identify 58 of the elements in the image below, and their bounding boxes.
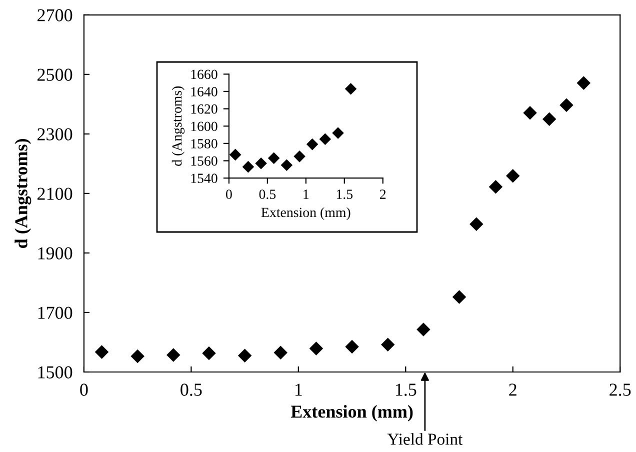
x-tick-label: 0.5 bbox=[259, 190, 276, 200]
point bbox=[130, 350, 144, 363]
point bbox=[281, 159, 292, 171]
point bbox=[268, 152, 280, 164]
point bbox=[452, 290, 466, 304]
point bbox=[381, 338, 394, 352]
point bbox=[332, 127, 344, 139]
y-tick-label: 1580 bbox=[191, 139, 218, 148]
point bbox=[202, 346, 216, 360]
x-tick-label: 1.5 bbox=[336, 190, 353, 200]
y-tick-label: 1600 bbox=[191, 122, 218, 132]
y-axis-title: d (Angstroms) bbox=[14, 138, 32, 248]
point bbox=[416, 322, 430, 336]
point bbox=[523, 106, 537, 120]
y-tick-label: 2100 bbox=[38, 188, 72, 200]
point bbox=[320, 133, 331, 145]
point bbox=[166, 348, 180, 362]
x-tick-label: 1 bbox=[304, 190, 309, 199]
y-tick-label: 1560 bbox=[191, 156, 218, 166]
y-tick-label: 1900 bbox=[38, 247, 72, 260]
point bbox=[95, 345, 108, 359]
y-tick-label: 1540 bbox=[191, 174, 218, 184]
y-tick-label: 1700 bbox=[38, 306, 72, 319]
y-tick-label: 1660 bbox=[191, 70, 218, 80]
y-tick-label: 1640 bbox=[191, 87, 218, 96]
point bbox=[506, 169, 520, 182]
text: Yield Point bbox=[387, 433, 463, 445]
point bbox=[230, 149, 241, 160]
x-tick-label: 1.5 bbox=[396, 384, 416, 396]
point bbox=[294, 150, 306, 162]
x-axis-title: Extension (mm) bbox=[261, 207, 350, 220]
point bbox=[470, 218, 483, 231]
point bbox=[255, 158, 267, 169]
point bbox=[274, 346, 288, 360]
y-axis-title: d (Angstroms) bbox=[172, 86, 185, 166]
x-tick-label: 1 bbox=[295, 384, 302, 396]
point bbox=[345, 83, 356, 94]
y-tick-label: 2500 bbox=[38, 68, 72, 81]
point bbox=[242, 161, 254, 172]
x-tick-label: 2.5 bbox=[610, 384, 631, 396]
x-axis-title: Extension (mm) bbox=[290, 405, 413, 422]
point bbox=[345, 340, 359, 354]
y-tick-label: 2300 bbox=[38, 128, 72, 140]
x-tick-label: 0 bbox=[80, 384, 88, 396]
y-tick-label: 1620 bbox=[191, 104, 218, 114]
point bbox=[489, 180, 502, 194]
point bbox=[542, 112, 556, 126]
x-tick-label: 2 bbox=[509, 384, 516, 396]
point bbox=[577, 76, 590, 90]
y-tick-label: 1500 bbox=[38, 366, 72, 378]
y-tick-label: 2700 bbox=[38, 9, 72, 22]
x-tick-label: 0 bbox=[226, 190, 232, 199]
point bbox=[306, 138, 318, 150]
x-tick-label: 0.5 bbox=[180, 384, 202, 396]
point bbox=[238, 349, 252, 362]
point bbox=[310, 342, 323, 356]
point bbox=[560, 98, 574, 112]
x-tick-label: 2 bbox=[380, 190, 386, 199]
